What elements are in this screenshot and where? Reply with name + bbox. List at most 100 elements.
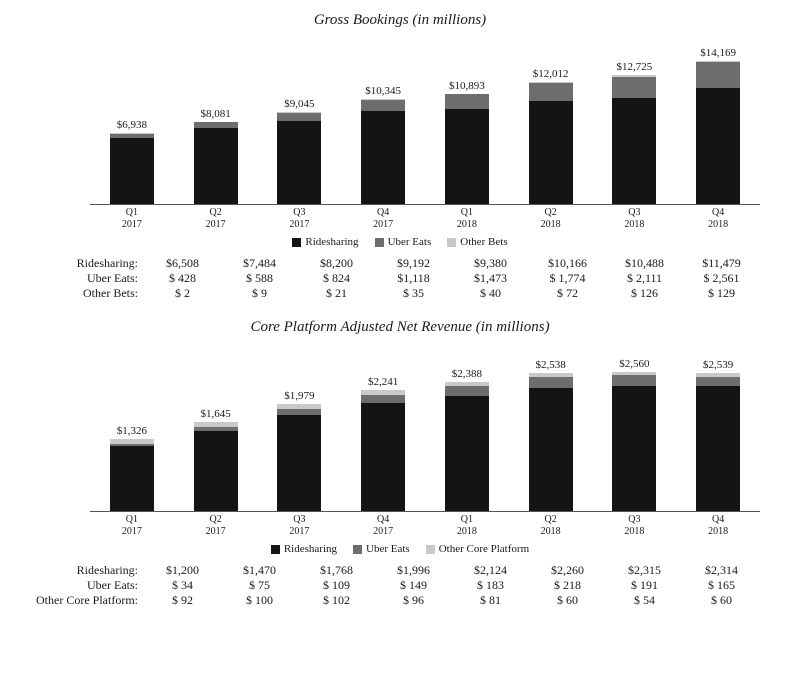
- x-axis-label: Q42017: [346, 207, 420, 230]
- legend-label: Other Core Platform: [439, 543, 529, 555]
- data-table: Ridesharing:$6,508$7,484$8,200$9,192$9,3…: [10, 256, 760, 301]
- row-label: Ridesharing:: [10, 256, 144, 271]
- table-cell: $ 102: [303, 593, 371, 608]
- bar-stack: [194, 122, 238, 204]
- table-cell: $ 81: [457, 593, 525, 608]
- table-cell: $9,192: [380, 256, 448, 271]
- x-quarter: Q3: [293, 207, 305, 218]
- x-quarter: Q1: [126, 207, 138, 218]
- x-axis-label: Q32017: [263, 514, 337, 537]
- chart-area: $6,938$8,081$9,045$10,345$10,893$12,012$…: [90, 39, 760, 205]
- table-cell: $ 75: [226, 578, 294, 593]
- table-cell: $ 1,774: [534, 271, 602, 286]
- bar-stack: [361, 390, 405, 511]
- bar-total-label: $1,979: [284, 390, 314, 402]
- table-cell: $ 92: [149, 593, 217, 608]
- bar-segment-s1: [696, 386, 740, 511]
- x-axis-label: Q22017: [179, 514, 253, 537]
- chart-title: Core Platform Adjusted Net Revenue (in m…: [10, 319, 790, 336]
- table-cell: $ 428: [149, 271, 217, 286]
- table-cell: $2,124: [457, 563, 525, 578]
- bar-stack: [110, 439, 154, 511]
- table-cell: $1,118: [380, 271, 448, 286]
- table-cell: $2,260: [534, 563, 602, 578]
- table-cell: $ 149: [380, 578, 448, 593]
- data-table: Ridesharing:$1,200$1,470$1,768$1,996$2,1…: [10, 563, 760, 608]
- bar-total-label: $12,725: [617, 61, 653, 73]
- table-cell: $ 109: [303, 578, 371, 593]
- x-axis-label: Q32018: [598, 514, 672, 537]
- bar-segment-s1: [110, 138, 154, 204]
- table-cell: $8,200: [303, 256, 371, 271]
- bar-stack: [529, 82, 573, 204]
- bar-column: $1,326: [95, 425, 169, 511]
- table-cell: $9,380: [457, 256, 525, 271]
- table-cell: $ 21: [303, 286, 371, 301]
- row-label: Uber Eats:: [10, 271, 144, 286]
- bar-total-label: $14,169: [700, 47, 736, 59]
- x-quarter: Q3: [628, 207, 640, 218]
- bar-segment-s2: [277, 113, 321, 121]
- x-axis-label: Q22018: [514, 207, 588, 230]
- x-year: 2018: [598, 526, 672, 538]
- table-row: Ridesharing:$6,508$7,484$8,200$9,192$9,3…: [10, 256, 760, 271]
- row-label: Other Bets:: [10, 286, 144, 301]
- bar-segment-s1: [529, 388, 573, 511]
- x-axis-label: Q22018: [514, 514, 588, 537]
- bar-stack: [277, 112, 321, 204]
- table-cell: $ 165: [688, 578, 756, 593]
- legend-item: Uber Eats: [375, 236, 432, 248]
- table-cell: $ 72: [534, 286, 602, 301]
- x-axis-label: Q12017: [95, 514, 169, 537]
- table-cell: $ 54: [611, 593, 679, 608]
- row-cells: $ 92$ 100$ 102$ 96$ 81$ 60$ 54$ 60: [144, 593, 760, 608]
- x-year: 2018: [514, 526, 588, 538]
- x-quarter: Q3: [628, 514, 640, 525]
- legend-swatch-icon: [353, 545, 362, 554]
- table-cell: $ 2,111: [611, 271, 679, 286]
- x-year: 2017: [179, 219, 253, 231]
- bar-column: $2,241: [346, 376, 420, 511]
- legend-item: Uber Eats: [353, 543, 410, 555]
- legend-swatch-icon: [375, 238, 384, 247]
- table-row: Other Core Platform:$ 92$ 100$ 102$ 96$ …: [10, 593, 760, 608]
- legend-label: Uber Eats: [388, 236, 432, 248]
- legend-item: Other Bets: [447, 236, 507, 248]
- bar-total-label: $2,241: [368, 376, 398, 388]
- x-year: 2018: [681, 219, 755, 231]
- table-cell: $ 2: [149, 286, 217, 301]
- bar-column: $10,345: [346, 85, 420, 204]
- x-quarter: Q2: [210, 514, 222, 525]
- table-cell: $11,479: [688, 256, 756, 271]
- bar-segment-s1: [194, 431, 238, 511]
- table-cell: $ 60: [688, 593, 756, 608]
- legend-item: Ridesharing: [271, 543, 337, 555]
- bar-segment-s1: [445, 109, 489, 204]
- table-cell: $10,166: [534, 256, 602, 271]
- bar-column: $12,012: [514, 68, 588, 204]
- x-year: 2017: [346, 219, 420, 231]
- table-row: Ridesharing:$1,200$1,470$1,768$1,996$2,1…: [10, 563, 760, 578]
- x-quarter: Q4: [377, 207, 389, 218]
- bar-segment-s2: [361, 100, 405, 111]
- bar-segment-s1: [361, 403, 405, 511]
- x-quarter: Q1: [461, 207, 473, 218]
- x-year: 2017: [346, 526, 420, 538]
- bar-total-label: $10,893: [449, 80, 485, 92]
- bar-segment-s2: [361, 395, 405, 403]
- bar-total-label: $12,012: [533, 68, 569, 80]
- bar-total-label: $1,645: [201, 408, 231, 420]
- bar-stack: [612, 75, 656, 204]
- bar-segment-s1: [445, 396, 489, 511]
- table-cell: $ 191: [611, 578, 679, 593]
- x-year: 2018: [598, 219, 672, 231]
- table-cell: $1,996: [380, 563, 448, 578]
- bar-segment-s1: [277, 415, 321, 511]
- x-axis-labels: Q12017Q22017Q32017Q42017Q12018Q22018Q320…: [90, 514, 760, 537]
- x-quarter: Q4: [712, 514, 724, 525]
- bar-column: $10,893: [430, 80, 504, 204]
- legend-label: Ridesharing: [305, 236, 358, 248]
- bar-segment-s2: [612, 375, 656, 385]
- bar-segment-s1: [110, 446, 154, 511]
- bar-segment-s1: [612, 386, 656, 512]
